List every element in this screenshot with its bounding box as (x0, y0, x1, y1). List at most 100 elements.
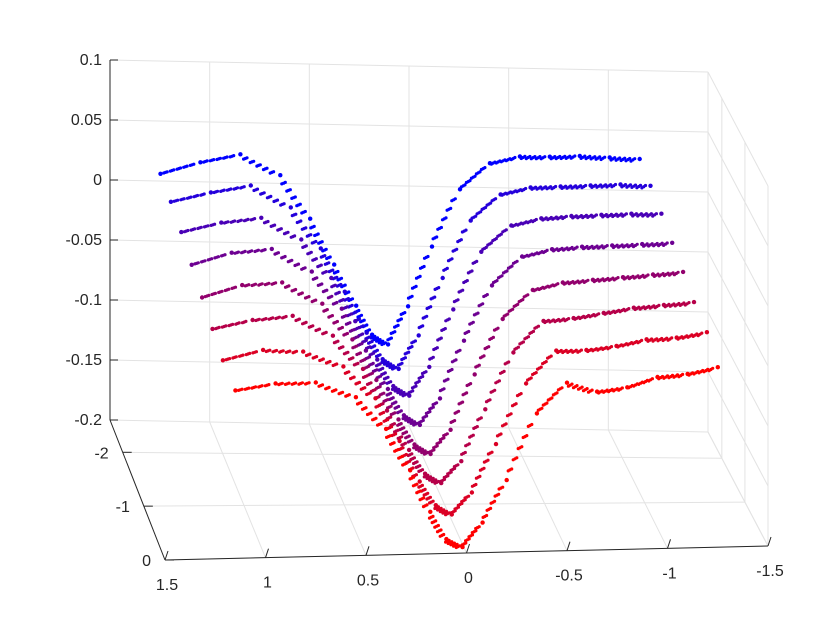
grid-line (707, 371, 769, 487)
data-point (531, 220, 535, 224)
data-point (406, 440, 410, 444)
data-point (556, 350, 560, 355)
data-point (446, 472, 450, 476)
data-point (440, 218, 445, 222)
data-point (280, 280, 285, 285)
data-point (242, 219, 247, 223)
data-point (546, 218, 550, 222)
data-point (421, 316, 425, 320)
data-point (526, 378, 530, 382)
data-point (573, 317, 577, 321)
data-point (422, 493, 426, 497)
data-point (621, 214, 625, 218)
data-point (390, 402, 394, 406)
data-point (561, 350, 565, 355)
data-point (389, 331, 393, 335)
data-point (504, 159, 508, 163)
data-point (597, 391, 601, 395)
data-point (490, 199, 494, 203)
data-point (222, 156, 226, 160)
data-point (619, 158, 623, 163)
data-point (704, 330, 710, 335)
data-point (260, 249, 264, 253)
data-point (601, 215, 605, 219)
data-point (224, 358, 228, 362)
data-point (428, 478, 432, 482)
data-point (262, 221, 267, 225)
data-point (452, 544, 456, 548)
data-point (374, 377, 379, 383)
data-point (196, 226, 200, 231)
data-point (532, 289, 536, 293)
data-point (691, 334, 695, 338)
data-point (188, 163, 192, 167)
data-point (283, 382, 288, 386)
data-point (638, 307, 642, 311)
x-tick-mark (164, 550, 169, 561)
data-point (581, 389, 586, 393)
data-point (290, 196, 294, 200)
data-point (548, 320, 552, 324)
data-point (250, 317, 255, 323)
data-point (466, 271, 470, 275)
data-point (240, 321, 245, 325)
data-point (420, 450, 424, 455)
data-point (554, 157, 558, 161)
data-point (510, 404, 515, 408)
data-point (529, 157, 533, 161)
data-point (268, 171, 272, 175)
data-point (217, 290, 221, 295)
data-point (274, 316, 278, 321)
data-point (657, 274, 662, 278)
data-point (404, 418, 408, 422)
data-point (666, 338, 670, 342)
data-point (365, 382, 370, 386)
x-tick-label: 0.5 (357, 572, 379, 589)
data-point (485, 508, 489, 512)
data-point (347, 357, 351, 361)
data-point (491, 239, 495, 243)
grid-line (508, 427, 568, 551)
data-point (602, 279, 606, 283)
data-point (349, 377, 353, 381)
data-point (373, 396, 378, 401)
data-point (168, 169, 172, 173)
data-point (493, 494, 497, 498)
data-point (456, 503, 460, 507)
data-point (528, 331, 532, 335)
data-point (219, 189, 223, 193)
data-point (702, 370, 706, 374)
data-point (537, 287, 541, 292)
data-point (457, 402, 461, 406)
data-point (355, 352, 359, 357)
data-point (599, 157, 603, 162)
data-point (300, 227, 304, 231)
data-point (318, 246, 323, 251)
data-point (374, 364, 379, 368)
data-point (564, 156, 568, 160)
data-point (452, 300, 456, 304)
data-point (431, 403, 435, 407)
data-point (551, 393, 556, 397)
data-point (556, 217, 560, 221)
data-point (417, 376, 421, 380)
data-point (459, 185, 463, 189)
data-point (269, 224, 273, 228)
data-point (463, 496, 467, 500)
data-point (594, 157, 598, 161)
data-point (311, 258, 315, 262)
data-point (495, 434, 500, 438)
data-point (428, 450, 432, 454)
data-point (472, 426, 476, 430)
data-point (354, 382, 358, 386)
data-point (273, 252, 277, 256)
data-point (454, 350, 458, 354)
data-point (691, 299, 697, 305)
data-point (299, 237, 304, 242)
data-point (385, 381, 389, 385)
data-point (401, 432, 405, 436)
data-point (330, 333, 336, 338)
z-tick-label: 0.05 (71, 112, 102, 129)
data-point (289, 235, 293, 239)
data-point (240, 251, 244, 255)
